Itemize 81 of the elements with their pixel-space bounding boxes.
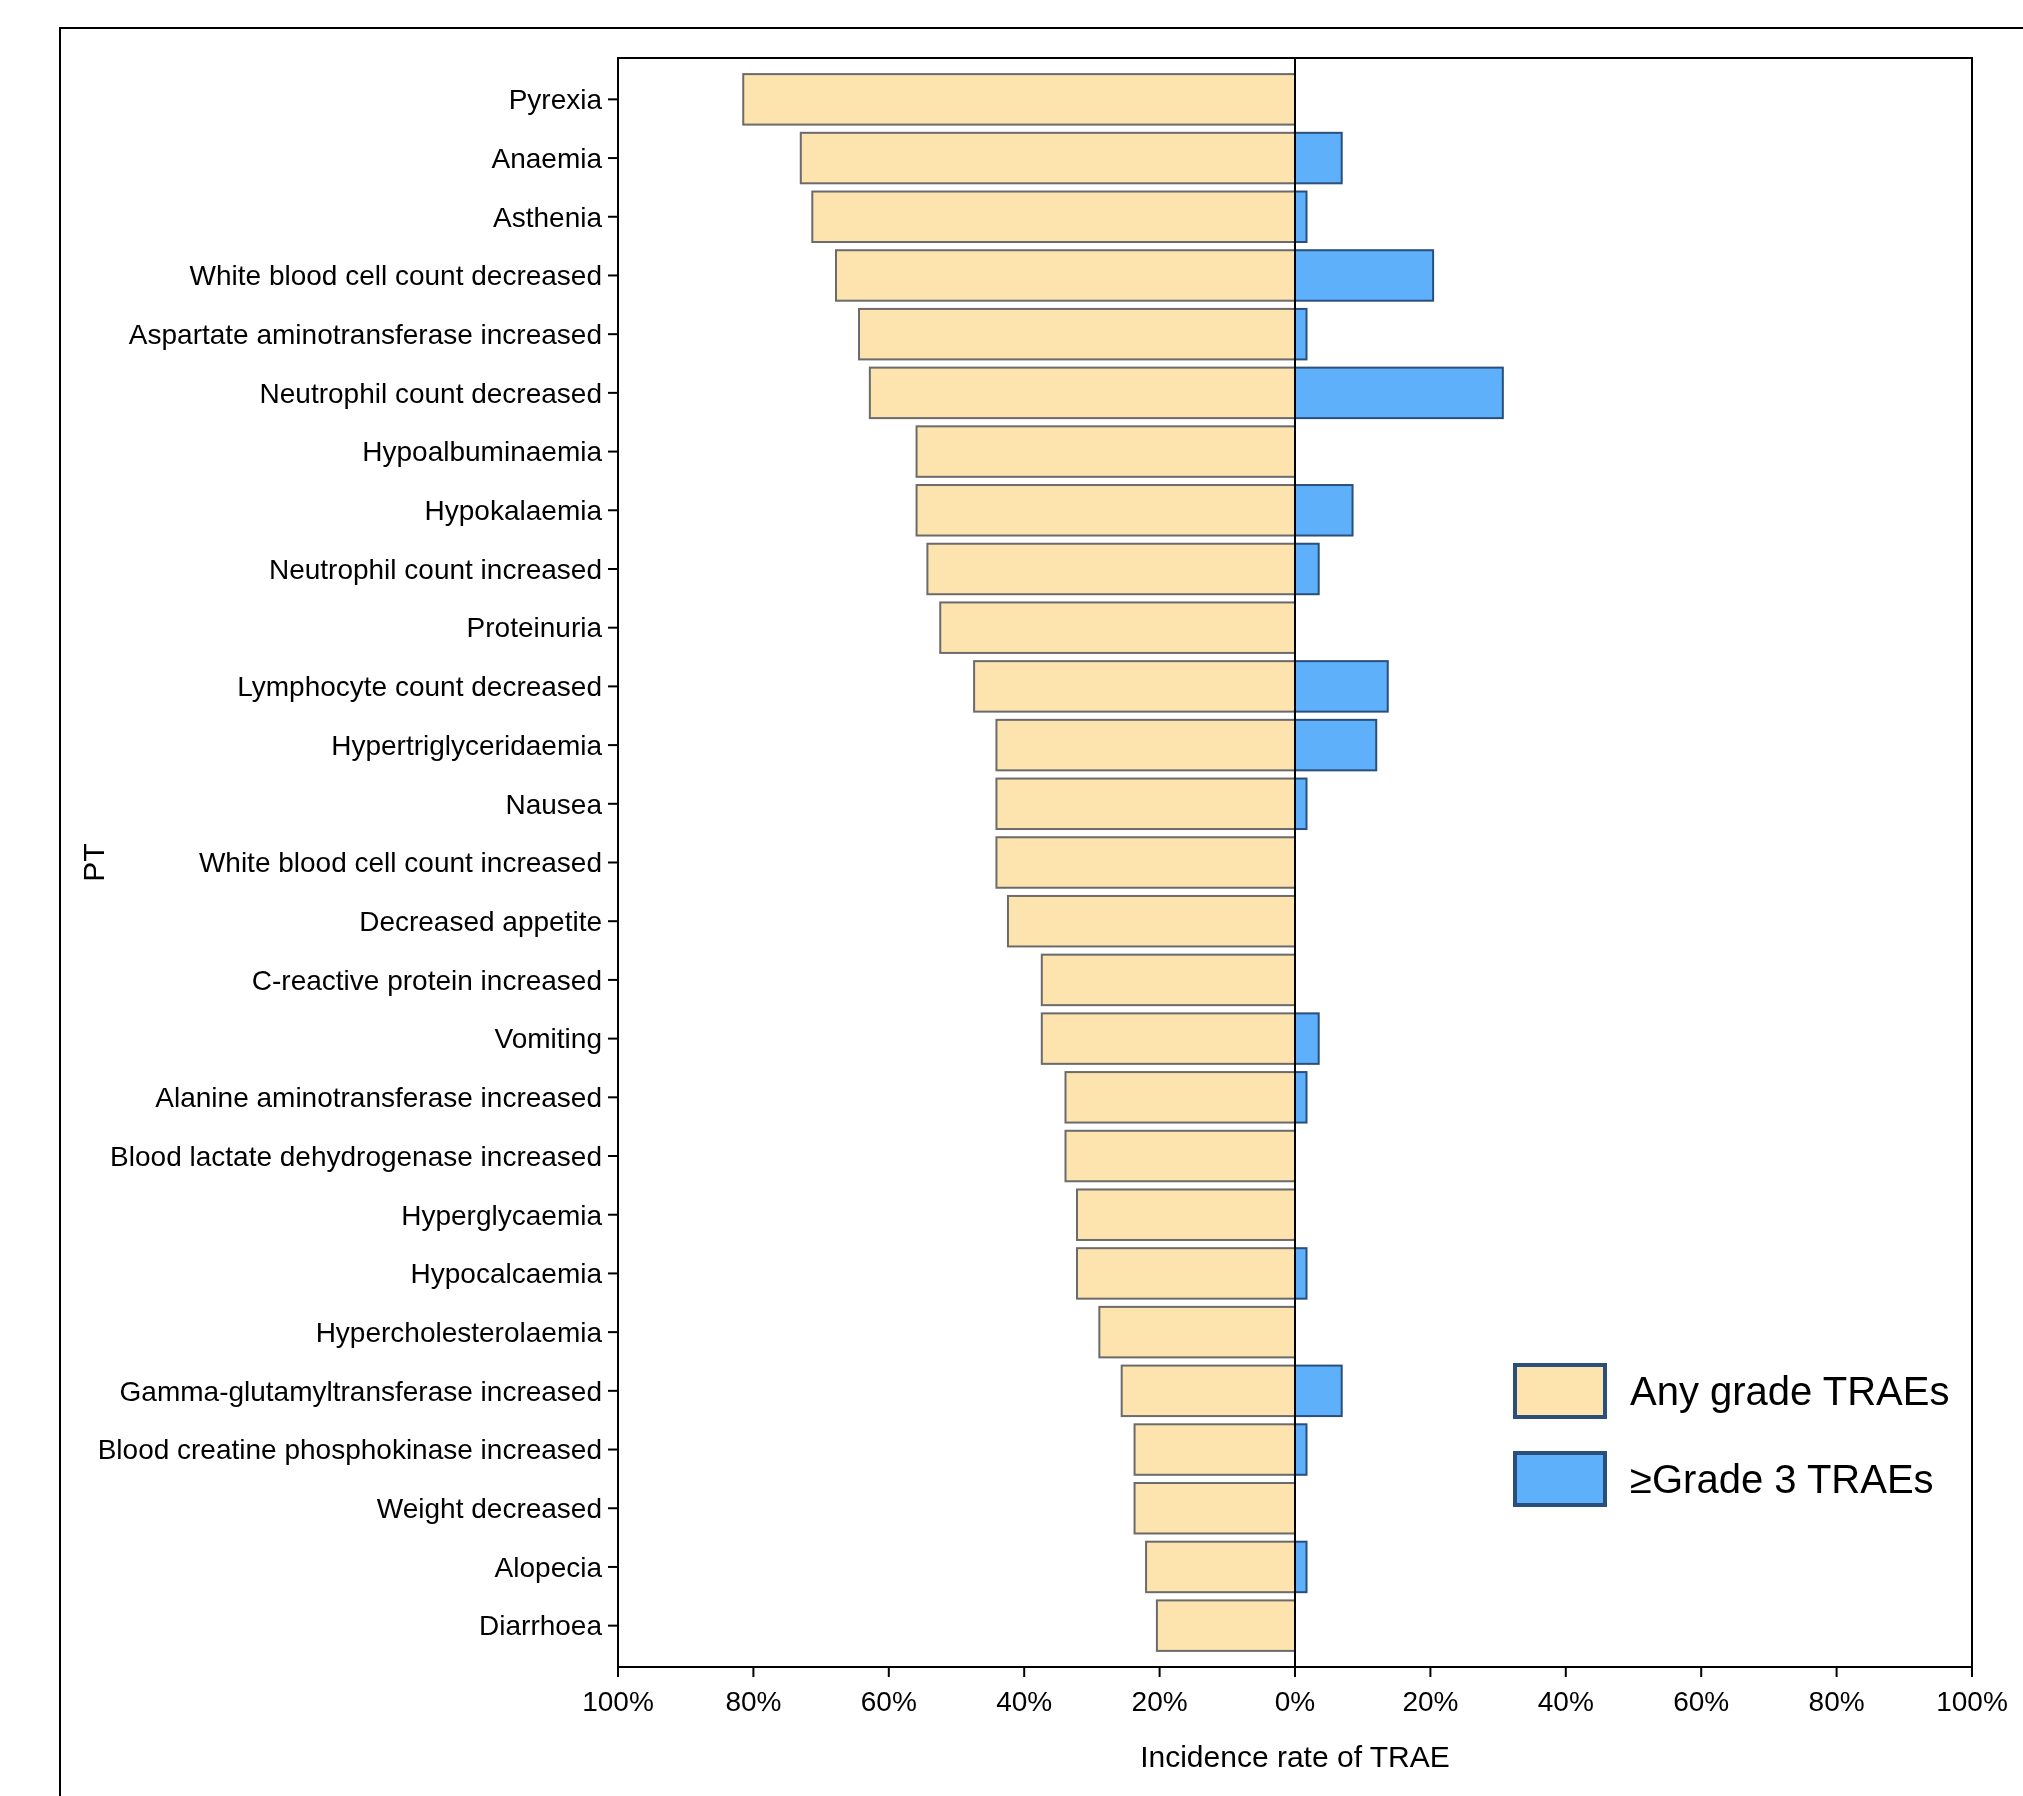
x-tick-label: 100%: [582, 1686, 654, 1717]
bar: [1294, 249, 1435, 302]
y-tick-label: Neutrophil count decreased: [259, 377, 602, 409]
y-tick-label: Lymphocyte count decreased: [237, 671, 602, 703]
bar: [1133, 1423, 1296, 1476]
x-tick-label: 60%: [1673, 1686, 1730, 1717]
bar: [1294, 542, 1320, 596]
legend-label: Any grade TRAEs: [1630, 1369, 1950, 1413]
bar: [1294, 660, 1389, 713]
bar: [1133, 1482, 1296, 1535]
bar: [1294, 1012, 1320, 1065]
y-tick-label: Pyrexia: [508, 84, 603, 116]
y-tick-label: Hypoalbuminaemia: [362, 436, 603, 468]
y-tick-label: White blood cell count decreased: [189, 260, 602, 292]
x-tick-label: 20%: [1402, 1686, 1459, 1717]
y-tick-label: Alopecia: [494, 1551, 603, 1583]
x-tick-label: 0%: [1274, 1686, 1316, 1717]
bar: [1294, 1423, 1308, 1476]
y-tick-label: Diarrhoea: [479, 1610, 603, 1642]
bar: [995, 777, 1296, 831]
x-tick-label: 20%: [1131, 1686, 1188, 1717]
bar: [834, 249, 1296, 302]
y-tick-label: White blood cell count increased: [198, 847, 602, 879]
bar: [1294, 718, 1378, 772]
legend-label: ≥Grade 3 TRAEs: [1630, 1457, 1934, 1501]
bar: [1294, 366, 1504, 420]
y-tick-label: Decreased appetite: [359, 906, 602, 937]
y-tick-label: Hypercholesterolaemia: [315, 1316, 603, 1348]
y-tick-label: Nausea: [505, 788, 603, 820]
bar: [858, 307, 1296, 361]
bar: [995, 718, 1296, 772]
y-tick-label: Hypokalaemia: [424, 495, 603, 527]
y-tick-label: Weight decreased: [376, 1493, 602, 1525]
x-tick-label: 80%: [725, 1686, 782, 1717]
bar: [1076, 1188, 1296, 1241]
bar: [995, 836, 1296, 889]
y-tick-label: Proteinuria: [466, 612, 603, 644]
y-tick-label: Hypocalcaemia: [410, 1258, 603, 1290]
x-tick-label: 80%: [1808, 1686, 1865, 1717]
bar: [1040, 953, 1296, 1007]
bar: [742, 73, 1296, 126]
y-tick-label: Hyperglycaemia: [401, 1199, 603, 1231]
x-tick-label: 40%: [996, 1686, 1053, 1717]
y-tick-label: Gamma-glutamyltransferase increased: [119, 1375, 602, 1407]
bar: [868, 366, 1296, 420]
y-tick-label: Aspartate aminotransferase increased: [128, 318, 602, 350]
bar: [1064, 1071, 1296, 1124]
bar: [1294, 131, 1343, 185]
bar: [1064, 1129, 1296, 1183]
bar: [915, 425, 1296, 478]
bar: [1155, 1599, 1296, 1652]
y-tick-label: Vomiting: [494, 1023, 602, 1055]
bar: [926, 542, 1296, 596]
x-tick-label: 40%: [1537, 1686, 1594, 1717]
bar: [811, 190, 1296, 243]
x-tick-label: 100%: [1936, 1686, 2008, 1717]
y-tick-label: Blood creatine phosphokinase increased: [97, 1434, 602, 1466]
bar: [1098, 1305, 1296, 1359]
bar: [1294, 1247, 1308, 1300]
y-tick-label: Asthenia: [493, 201, 603, 233]
y-tick-label: Alanine aminotransferase increased: [155, 1082, 602, 1114]
y-tick-label: Blood lactate dehydrogenase increased: [110, 1140, 602, 1172]
y-tick-label: C-reactive protein increased: [251, 964, 602, 996]
y-tick-label: Anaemia: [491, 142, 603, 174]
x-tick-label: 60%: [860, 1686, 917, 1717]
bar: [1040, 1012, 1296, 1065]
y-tick-label: Hypertriglyceridaemia: [331, 729, 603, 761]
bar: [1076, 1247, 1296, 1300]
y-tick-label: Neutrophil count increased: [268, 553, 602, 585]
x-axis-title: Incidence rate of TRAE: [1140, 1740, 1450, 1773]
bar: [1006, 894, 1296, 948]
bar: [1294, 484, 1354, 537]
bar: [1120, 1364, 1296, 1418]
bar: [799, 131, 1296, 185]
bar: [1145, 1540, 1296, 1594]
bar: [915, 484, 1296, 537]
y-axis-title: PT: [77, 843, 110, 882]
bar: [973, 660, 1296, 713]
bar: [1294, 1071, 1308, 1124]
bar: [939, 601, 1296, 654]
bar: [1294, 1364, 1343, 1418]
